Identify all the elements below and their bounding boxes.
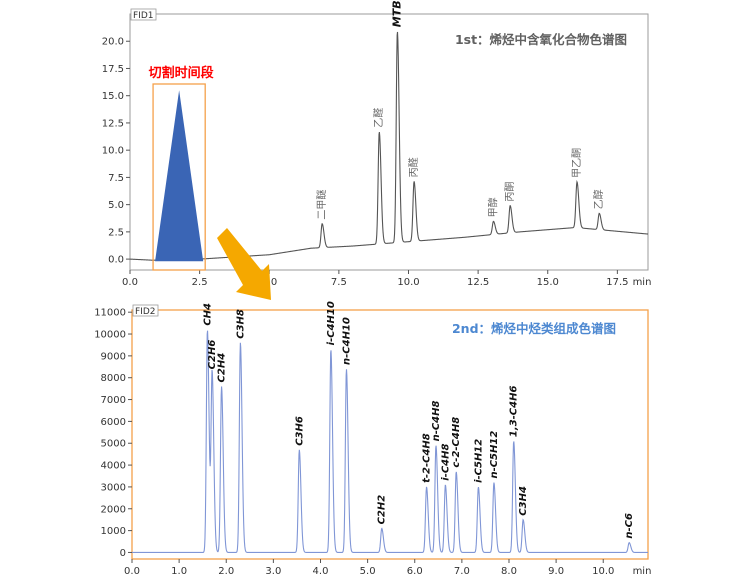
y-tick-label: 15.0	[102, 91, 124, 102]
peak-label: c-2-C4H8	[451, 417, 462, 468]
detector-label-box	[132, 304, 159, 317]
x-axis-label: min	[633, 566, 652, 577]
y-tick-label: 1000	[101, 526, 126, 537]
peak-label: C2H6	[207, 340, 218, 370]
y-tick-label: 5.0	[108, 200, 124, 211]
y-tick-label: 8000	[101, 373, 126, 384]
chromatogram-trace	[129, 31, 649, 261]
peak-label: i-C4H10	[326, 301, 337, 345]
plot-frame	[129, 13, 649, 271]
y-tick-label: 17.5	[102, 64, 124, 75]
peak-label: MTBE	[390, 0, 403, 27]
chromatogram-trace	[132, 330, 648, 553]
y-tick-label: 12.5	[102, 118, 124, 129]
y-tick-label: 4000	[101, 461, 126, 472]
x-tick-label: 0.0	[124, 566, 140, 577]
y-tick-label: 7.5	[108, 173, 124, 184]
x-tick-label: 4.0	[313, 566, 329, 577]
fid1-chromatogram-panel: 0.02.55.07.510.012.515.017.520.00.02.55.…	[102, 0, 652, 288]
peak-label: n-C4H10	[341, 317, 352, 365]
y-tick-label: 6000	[101, 417, 126, 428]
y-tick-label: 9000	[101, 351, 126, 362]
peak-label: t-2-C4H8	[422, 433, 433, 483]
x-tick-label: 0.0	[122, 277, 138, 288]
x-tick-label: 12.5	[467, 277, 489, 288]
peak-label: 丙醛	[407, 157, 420, 177]
x-tick-label: 6.0	[407, 566, 423, 577]
x-tick-label: 7.5	[331, 277, 347, 288]
x-tick-label: 7.0	[454, 566, 470, 577]
peak-label: C3H4	[518, 486, 529, 516]
x-tick-label: 10.0	[397, 277, 419, 288]
cut-transfer-arrow	[217, 228, 271, 300]
y-tick-label: 0	[120, 548, 126, 559]
y-tick-label: 20.0	[102, 37, 124, 48]
peak-label: 二甲醚	[315, 190, 328, 220]
peak-label: n-C6	[624, 513, 635, 539]
peak-label: 1,3-C4H6	[509, 386, 520, 438]
x-tick-label: 15.0	[537, 277, 559, 288]
peak-label: C3H8	[235, 309, 246, 339]
y-tick-label: 3000	[101, 482, 126, 493]
x-axis-label: min	[633, 277, 652, 288]
x-tick-label: 8.0	[501, 566, 517, 577]
peak-label: i-C5H12	[473, 439, 484, 483]
detector-label-box	[130, 8, 157, 21]
detector-label: FID1	[133, 11, 154, 21]
y-tick-label: 2000	[101, 504, 126, 515]
fid2-chromatogram-panel: 0 1000 2000 3000 4000 5000 6000 7000 8000 9000 100…	[94, 301, 651, 577]
cut-window-box	[152, 83, 206, 271]
x-tick-label: 9.0	[548, 566, 564, 577]
peak-label: C3H6	[294, 416, 305, 446]
y-tick-label: 5000	[101, 439, 126, 450]
y-tick-label: 7000	[101, 395, 126, 406]
x-tick-label: 10.0	[592, 566, 614, 577]
peak-label: 甲醇	[486, 197, 499, 217]
x-tick-label: 3.0	[265, 566, 281, 577]
peak-label: 乙醛	[372, 108, 385, 128]
y-tick-label: 10000	[94, 330, 126, 341]
detector-label: FID2	[135, 307, 156, 317]
x-tick-label: 1.0	[171, 566, 187, 577]
chart-title: 1st：烯烃中含氧化合物色谱图	[455, 32, 627, 47]
y-tick-label: 11000	[94, 308, 126, 319]
peak-label: 甲乙酮	[571, 148, 583, 178]
cut-window-label: 切割时间段	[149, 65, 214, 81]
y-tick-label: 10.0	[102, 146, 124, 157]
peak-label: C2H4	[217, 353, 228, 383]
peak-label: n-C4H8	[431, 400, 442, 441]
peak-label: i-C4H8	[440, 443, 451, 480]
peak-label: C2H2	[377, 495, 388, 525]
chart-title: 2nd：烯烃中烃类组成色谱图	[452, 321, 616, 336]
x-tick-label: 5.0	[360, 566, 376, 577]
peak-label: n-C5H12	[489, 431, 500, 479]
peak-label: 丙酮	[504, 182, 516, 202]
transfer-arrow-shape	[217, 228, 271, 300]
y-tick-label: 0.0	[108, 255, 124, 266]
plot-frame	[131, 309, 649, 560]
y-tick-label: 2.5	[108, 227, 124, 238]
cut-peak-shape	[155, 90, 204, 262]
peak-label: 乙醇	[592, 189, 605, 209]
x-tick-label: 2.5	[192, 277, 208, 288]
x-tick-label: 2.0	[218, 566, 234, 577]
peak-label: CH4	[202, 303, 213, 326]
x-tick-label: 17.5	[606, 277, 628, 288]
